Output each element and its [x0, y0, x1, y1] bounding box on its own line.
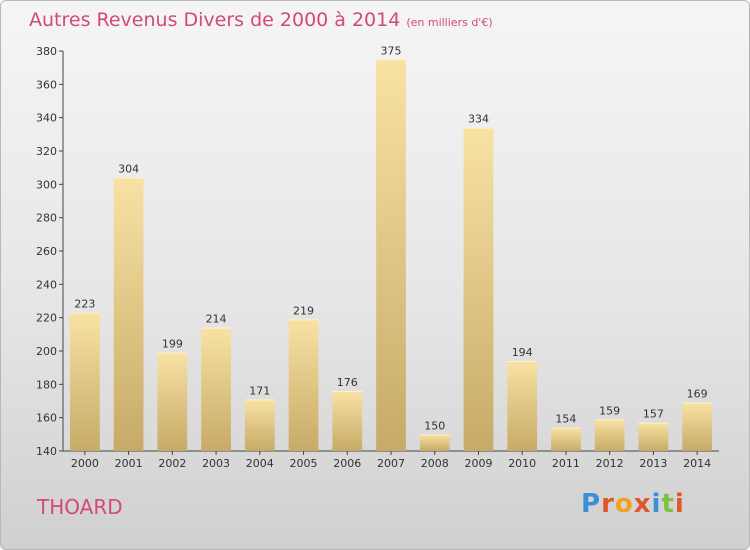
bar-2006 — [332, 391, 363, 451]
chart-title-text: Autres Revenus Divers de 2000 à 2014 — [29, 9, 401, 31]
data-label-2000: 223 — [74, 298, 95, 311]
y-tick-label: 380 — [36, 45, 57, 58]
x-tick-label-2008: 2008 — [421, 457, 449, 470]
y-tick-label: 140 — [36, 445, 57, 458]
bar-2002 — [157, 352, 188, 451]
bar-2011 — [551, 427, 581, 451]
data-label-2006: 176 — [337, 376, 358, 389]
bar-2004 — [244, 399, 275, 451]
x-tick-label-2011: 2011 — [552, 457, 580, 470]
y-tick-label: 340 — [36, 112, 57, 125]
y-tick-label: 240 — [36, 278, 57, 291]
data-label-2013: 157 — [643, 408, 664, 421]
logo-letter: r — [601, 489, 615, 519]
bar-2013 — [638, 422, 669, 451]
bar-2007 — [376, 59, 406, 451]
proxiti-logo: Proxiti — [581, 489, 685, 519]
logo-letter: o — [614, 489, 634, 519]
bar-2000 — [69, 312, 100, 451]
data-label-2012: 159 — [599, 404, 620, 417]
x-tick-label-2010: 2010 — [508, 457, 536, 470]
data-label-2001: 304 — [118, 163, 139, 176]
logo-letter: x — [633, 489, 652, 519]
x-tick-label-2014: 2014 — [683, 457, 711, 470]
logo-letter: i — [651, 489, 662, 519]
data-label-2009: 334 — [468, 113, 489, 126]
y-tick-label: 280 — [36, 212, 57, 225]
x-tick-label-2005: 2005 — [290, 457, 318, 470]
y-tick-label: 220 — [36, 312, 57, 325]
x-tick-label-2003: 2003 — [202, 457, 230, 470]
bar-2008 — [419, 434, 450, 451]
y-tick-label: 180 — [36, 378, 57, 391]
data-label-2008: 150 — [424, 419, 445, 432]
y-tick-label: 360 — [36, 78, 57, 91]
data-label-2004: 171 — [249, 384, 270, 397]
commune-name: THOARD — [37, 495, 123, 519]
data-label-2003: 214 — [206, 313, 227, 326]
x-tick-label-2012: 2012 — [596, 457, 624, 470]
y-tick-label: 320 — [36, 145, 57, 158]
chart-title-unit: (en milliers d'€) — [406, 16, 493, 29]
y-tick-label: 300 — [36, 178, 57, 191]
data-label-2014: 169 — [687, 388, 708, 401]
x-tick-label-2007: 2007 — [377, 457, 405, 470]
y-tick-label: 260 — [36, 245, 57, 258]
x-tick-label-2006: 2006 — [333, 457, 361, 470]
logo-letter: t — [661, 489, 675, 519]
x-tick-label-2002: 2002 — [158, 457, 186, 470]
x-tick-label-2004: 2004 — [246, 457, 274, 470]
x-tick-label-2000: 2000 — [71, 457, 99, 470]
x-tick-label-2001: 2001 — [115, 457, 143, 470]
data-label-2002: 199 — [162, 338, 183, 351]
logo-letter: P — [581, 489, 602, 519]
y-tick-label: 160 — [36, 412, 57, 425]
bar-2005 — [288, 319, 319, 451]
logo-letter: i — [674, 489, 685, 519]
x-tick-label-2009: 2009 — [464, 457, 492, 470]
x-tick-label-2013: 2013 — [639, 457, 667, 470]
data-label-2010: 194 — [512, 346, 533, 359]
chart-title: Autres Revenus Divers de 2000 à 2014 (en … — [29, 9, 493, 31]
y-tick-label: 200 — [36, 345, 57, 358]
bar-2003 — [201, 327, 231, 451]
bar-2014 — [682, 402, 713, 451]
bar-2010 — [507, 361, 538, 451]
data-label-2007: 375 — [381, 44, 402, 57]
bar-2009 — [463, 127, 494, 452]
bar-2012 — [594, 419, 625, 451]
bar-2001 — [113, 177, 144, 451]
data-label-2011: 154 — [555, 413, 576, 426]
data-label-2005: 219 — [293, 304, 314, 317]
